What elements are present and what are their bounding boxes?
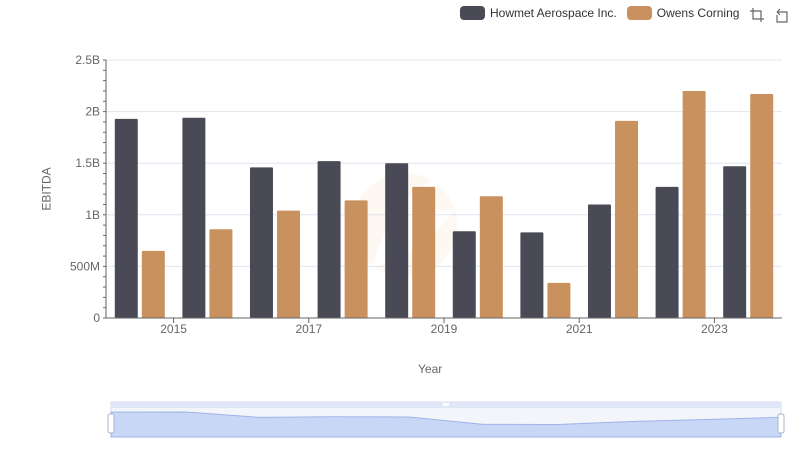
bar-owens-corning-2018[interactable]: [412, 186, 436, 318]
x-tick-label: 2023: [701, 322, 728, 336]
y-tick-label: 500M: [70, 259, 100, 273]
bar-owens-corning-2022[interactable]: [682, 90, 706, 319]
bar-howmet-2022[interactable]: [655, 186, 679, 318]
legend-label-owens-corning: Owens Corning: [656, 6, 740, 20]
legend-item-owens-corning[interactable]: Owens Corning: [626, 6, 740, 20]
bar-howmet-2017[interactable]: [317, 161, 341, 318]
bar-owens-corning-2023[interactable]: [750, 94, 774, 318]
slider-right-handle[interactable]: [777, 413, 785, 434]
x-axis-title: Year: [418, 362, 443, 376]
bars: [114, 90, 774, 319]
y-tick-label: 2B: [85, 105, 100, 119]
axes: 0 500M 1B 1.5B 2B 2.5B 2015 2017 2019 2021 2023: [70, 53, 782, 336]
bar-howmet-2018[interactable]: [385, 163, 409, 318]
bar-howmet-2020[interactable]: [520, 232, 544, 318]
legend-label-howmet: Howmet Aerospace Inc.: [490, 6, 617, 20]
bar-howmet-2016[interactable]: [249, 167, 273, 318]
bar-owens-corning-2020[interactable]: [547, 282, 571, 318]
x-tick-label: 2021: [566, 322, 593, 336]
zoom-icon[interactable]: [748, 6, 766, 24]
bar-owens-corning-2015[interactable]: [209, 229, 233, 318]
x-tick-label: 2019: [431, 322, 458, 336]
bar-howmet-2015[interactable]: [182, 117, 206, 319]
legend-swatch-howmet: [460, 6, 485, 20]
bar-owens-corning-2014[interactable]: [141, 250, 165, 318]
slider-move-handle[interactable]: [443, 403, 449, 406]
data-zoom-slider[interactable]: [107, 401, 785, 438]
legend-swatch-owens-corning: [626, 6, 652, 20]
y-tick-label: 1.5B: [75, 156, 100, 170]
x-tick-label: 2017: [295, 322, 322, 336]
bar-howmet-2021[interactable]: [587, 204, 611, 318]
bar-owens-corning-2021[interactable]: [615, 120, 639, 318]
restore-icon[interactable]: [773, 6, 791, 24]
legend-item-howmet[interactable]: Howmet Aerospace Inc.: [460, 6, 617, 20]
bar-howmet-2023[interactable]: [723, 166, 747, 318]
bar-owens-corning-2016[interactable]: [277, 210, 301, 318]
bar-owens-corning-2017[interactable]: [344, 200, 368, 318]
bar-howmet-2014[interactable]: [114, 118, 138, 318]
bar-owens-corning-2019[interactable]: [479, 196, 503, 318]
y-axis-title: EBITDA: [39, 167, 54, 211]
y-tick-label: 0: [93, 311, 100, 325]
bar-howmet-2019[interactable]: [452, 231, 476, 318]
y-tick-label: 1B: [85, 208, 100, 222]
y-tick-label: 2.5B: [75, 53, 100, 67]
slider-left-handle[interactable]: [107, 413, 115, 434]
legend: Howmet Aerospace Inc. Owens Corning: [460, 4, 749, 22]
x-tick-label: 2015: [160, 322, 187, 336]
